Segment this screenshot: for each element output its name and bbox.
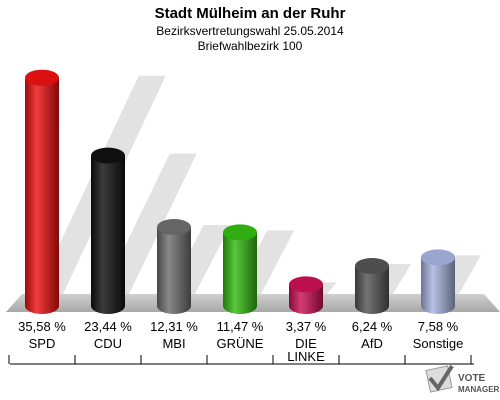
chart-subtitle-2: Briefwahlbezirk 100 [198,39,303,53]
value-label: 23,44 % [84,319,132,334]
vote-manager-logo: VOTE MANAGER [425,364,500,394]
category-label: CDU [94,336,122,351]
bar-shadow [102,153,197,294]
category-label: DIE [295,336,317,351]
bar-spd [25,69,59,314]
category-label: SPD [29,336,56,351]
category-label: Sonstige [413,336,464,351]
chart-subtitle-1: Bezirksvertretungswahl 25.05.2014 [156,24,344,38]
checkmark-icon [425,364,454,393]
bar-grüne [223,224,257,314]
category-label: LINKE [287,349,325,364]
bar-die-linke [289,276,323,314]
value-labels: 35,58 % 23,44 % 12,31 % 11,47 % 3,37 % 6,24 %… [18,319,459,334]
value-label: 11,47 % [217,319,264,334]
category-axis [8,355,474,365]
logo-text-line1: VOTE [458,373,486,384]
value-label: 3,37 % [286,319,327,334]
value-label: 7,58 % [418,319,459,334]
category-label: GRÜNE [217,336,264,351]
bar-cdu [91,147,125,314]
value-label: 12,31 % [150,319,198,334]
bar-sonstige [421,249,455,314]
bar-afd [355,257,389,314]
logo-text-line2: MANAGER [458,385,500,394]
category-label: AfD [361,336,383,351]
chart-title: Stadt Mülheim an der Ruhr [155,5,346,22]
value-label: 6,24 % [352,319,393,334]
category-label: MBI [162,336,185,351]
value-label: 35,58 % [18,319,66,334]
bar-mbi [157,219,191,314]
bars [25,69,455,314]
